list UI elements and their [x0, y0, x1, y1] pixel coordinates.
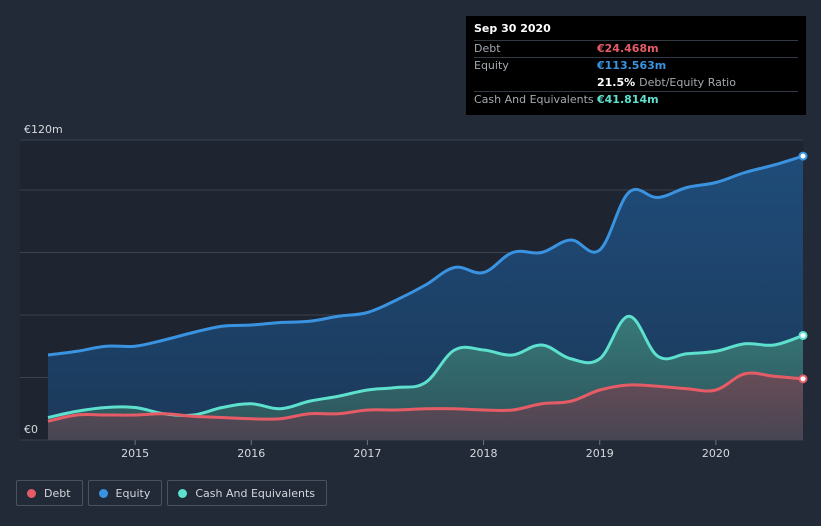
legend-dot-cash: [178, 488, 188, 498]
x-tick-label: 2019: [586, 447, 614, 460]
y-tick-label: €0: [24, 423, 38, 436]
x-tick-label: 2015: [121, 447, 149, 460]
tooltip-row-ratio: 21.5% Debt/Equity Ratio: [474, 74, 798, 91]
tooltip-debt-label: Debt: [474, 42, 501, 55]
tooltip-equity-value: €113.563m: [597, 59, 667, 72]
tooltip-row-equity: Equity €113.563m: [474, 57, 798, 74]
legend-item-cash[interactable]: Cash And Equivalents: [167, 480, 327, 506]
legend-label-equity: Equity: [115, 486, 151, 500]
tooltip-cash-label: Cash And Equivalents: [474, 93, 594, 106]
cash-end-marker: [798, 330, 808, 340]
tooltip-debt-value: €24.468m: [597, 42, 659, 55]
tooltip-ratio-value: 21.5%: [597, 76, 636, 89]
x-tick-label: 2020: [702, 447, 730, 460]
debt-area: [48, 372, 803, 440]
legend-label-debt: Debt: [44, 486, 71, 500]
x-tick-label: 2016: [237, 447, 265, 460]
tooltip-row-debt: Debt €24.468m: [474, 40, 798, 57]
legend-item-debt[interactable]: Debt: [16, 480, 83, 506]
equity-line: [47, 154, 804, 357]
tooltip-ratio-label: Debt/Equity Ratio: [639, 76, 736, 89]
data-tooltip: Sep 30 2020 Debt €24.468m Equity €113.56…: [466, 16, 806, 115]
legend-item-equity[interactable]: Equity: [87, 480, 163, 506]
legend-label-cash: Cash And Equivalents: [195, 486, 315, 500]
legend-dot-equity: [98, 488, 108, 498]
debt-end-marker: [798, 374, 808, 384]
tooltip-row-cash: Cash And Equivalents €41.814m: [474, 91, 798, 108]
tooltip-cash-value: €41.814m: [597, 93, 659, 106]
chart-legend: Debt Equity Cash And Equivalents: [16, 480, 327, 506]
debt-line: [47, 371, 804, 423]
y-tick-label: €120m: [24, 123, 63, 136]
x-tick-label: 2017: [353, 447, 381, 460]
legend-dot-debt: [27, 488, 36, 498]
x-tick-label: 2018: [470, 447, 498, 460]
tooltip-date: Sep 30 2020: [474, 22, 551, 35]
tooltip-equity-label: Equity: [474, 59, 509, 72]
equity-end-marker: [798, 151, 808, 161]
